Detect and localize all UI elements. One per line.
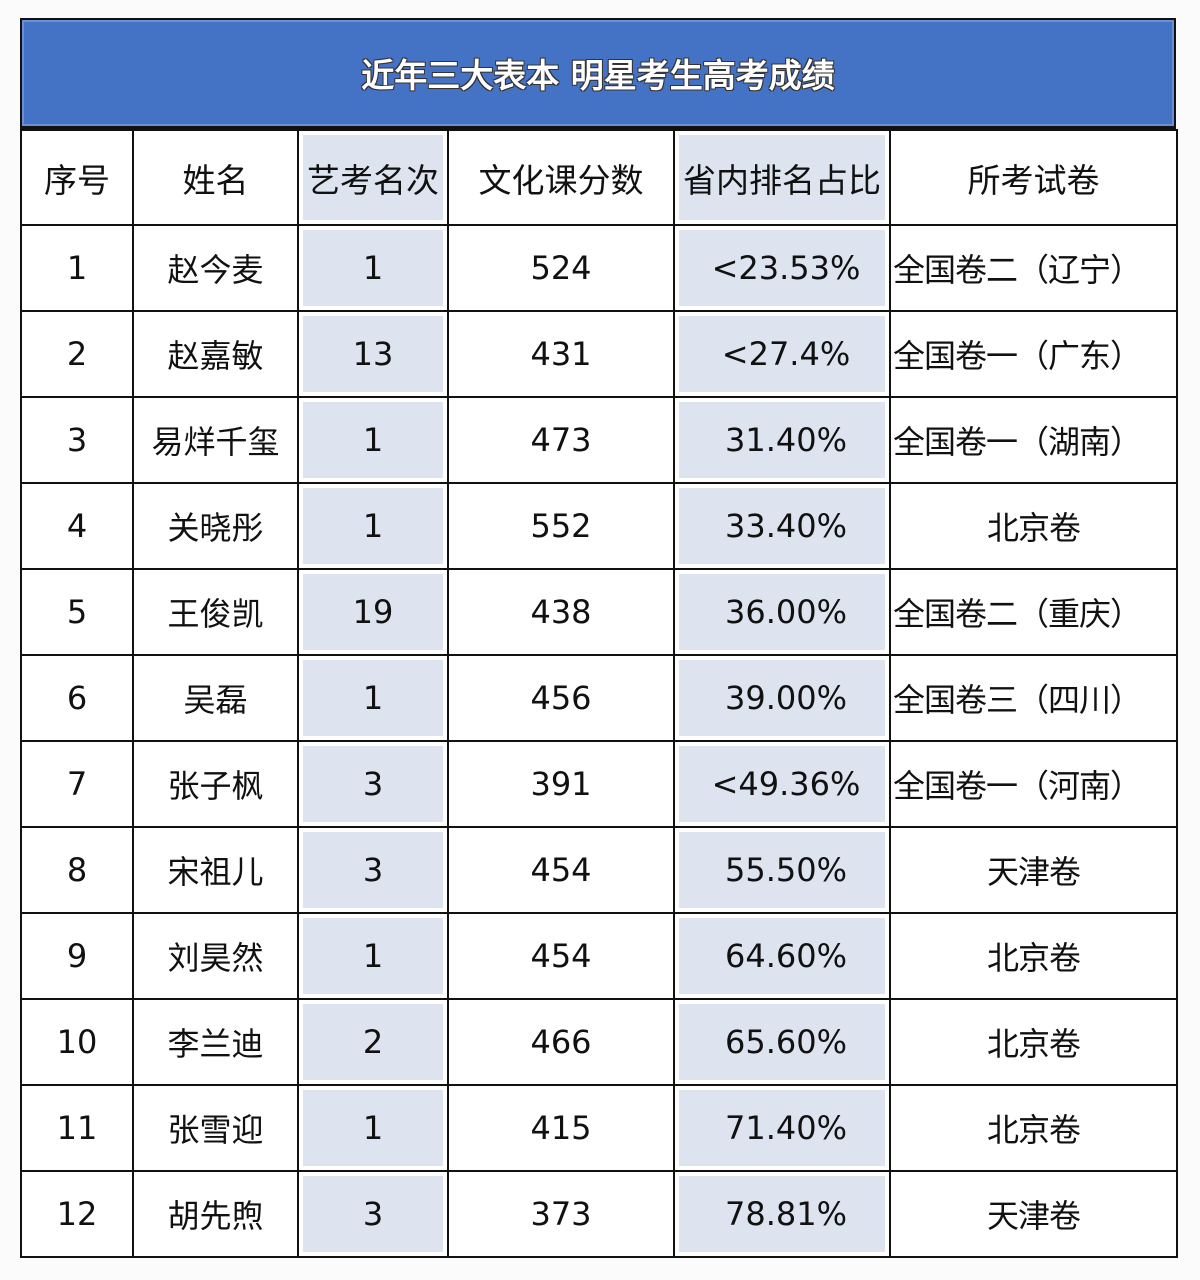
cell-index: 11	[20, 1084, 134, 1172]
cell-art-rank: 3	[297, 740, 449, 828]
cell-exam: 全国卷二（辽宁）	[889, 224, 1178, 312]
table-row: 8 宋祖儿 3 454 55.50% 天津卷	[20, 826, 1178, 914]
cell-index: 5	[20, 568, 134, 656]
score-table: 近年三大表本 明星考生高考成绩 序号 姓名 艺考名次 文化课分数 省内排名占比 …	[20, 18, 1178, 1258]
cell-exam: 北京卷	[889, 912, 1178, 1000]
cell-score: 438	[447, 568, 675, 656]
cell-index: 2	[20, 310, 134, 398]
cell-name: 吴磊	[132, 654, 299, 742]
cell-score: 454	[447, 826, 675, 914]
cell-province-pct: 78.81%	[673, 1170, 891, 1258]
cell-art-rank: 1	[297, 654, 449, 742]
cell-province-pct: 39.00%	[673, 654, 891, 742]
cell-exam: 天津卷	[889, 1170, 1178, 1258]
cell-art-rank: 3	[297, 1170, 449, 1258]
cell-index: 9	[20, 912, 134, 1000]
col-header-art-rank: 艺考名次	[297, 129, 449, 226]
cell-exam: 全国卷一（湖南）	[889, 396, 1178, 484]
table-row: 3 易烊千玺 1 473 31.40% 全国卷一（湖南）	[20, 396, 1178, 484]
cell-index: 3	[20, 396, 134, 484]
table-row: 10 李兰迪 2 466 65.60% 北京卷	[20, 998, 1178, 1086]
cell-province-pct: 71.40%	[673, 1084, 891, 1172]
table-title-bar: 近年三大表本 明星考生高考成绩	[20, 18, 1176, 129]
cell-name: 胡先煦	[132, 1170, 299, 1258]
cell-province-pct: <27.4%	[673, 310, 891, 398]
cell-score: 431	[447, 310, 675, 398]
cell-name: 赵今麦	[132, 224, 299, 312]
cell-art-rank: 13	[297, 310, 449, 398]
cell-art-rank: 19	[297, 568, 449, 656]
cell-exam: 全国卷一（河南）	[889, 740, 1178, 828]
cell-name: 刘昊然	[132, 912, 299, 1000]
cell-name: 关晓彤	[132, 482, 299, 570]
cell-art-rank: 3	[297, 826, 449, 914]
cell-index: 12	[20, 1170, 134, 1258]
cell-name: 宋祖儿	[132, 826, 299, 914]
table-row: 4 关晓彤 1 552 33.40% 北京卷	[20, 482, 1178, 570]
table-row: 12 胡先煦 3 373 78.81% 天津卷	[20, 1170, 1178, 1258]
table-title: 近年三大表本 明星考生高考成绩	[361, 56, 835, 95]
cell-index: 4	[20, 482, 134, 570]
cell-index: 6	[20, 654, 134, 742]
cell-art-rank: 1	[297, 912, 449, 1000]
table-row: 1 赵今麦 1 524 <23.53% 全国卷二（辽宁）	[20, 224, 1178, 312]
table-row: 11 张雪迎 1 415 71.40% 北京卷	[20, 1084, 1178, 1172]
cell-score: 391	[447, 740, 675, 828]
cell-index: 10	[20, 998, 134, 1086]
cell-exam: 全国卷三（四川）	[889, 654, 1178, 742]
cell-province-pct: 31.40%	[673, 396, 891, 484]
cell-exam: 全国卷二（重庆）	[889, 568, 1178, 656]
cell-index: 7	[20, 740, 134, 828]
cell-name: 王俊凯	[132, 568, 299, 656]
cell-index: 8	[20, 826, 134, 914]
cell-art-rank: 1	[297, 224, 449, 312]
cell-score: 415	[447, 1084, 675, 1172]
score-grid: 序号 姓名 艺考名次 文化课分数 省内排名占比 所考试卷 1 赵今麦 1 524…	[20, 129, 1178, 1258]
header-row: 序号 姓名 艺考名次 文化课分数 省内排名占比 所考试卷	[20, 129, 1178, 226]
cell-art-rank: 1	[297, 482, 449, 570]
cell-name: 易烊千玺	[132, 396, 299, 484]
cell-score: 456	[447, 654, 675, 742]
cell-name: 张子枫	[132, 740, 299, 828]
cell-province-pct: <49.36%	[673, 740, 891, 828]
cell-score: 473	[447, 396, 675, 484]
cell-exam: 全国卷一（广东）	[889, 310, 1178, 398]
cell-name: 张雪迎	[132, 1084, 299, 1172]
cell-index: 1	[20, 224, 134, 312]
table-row: 7 张子枫 3 391 <49.36% 全国卷一（河南）	[20, 740, 1178, 828]
cell-name: 赵嘉敏	[132, 310, 299, 398]
cell-exam: 北京卷	[889, 482, 1178, 570]
cell-province-pct: 65.60%	[673, 998, 891, 1086]
cell-score: 524	[447, 224, 675, 312]
table-row: 9 刘昊然 1 454 64.60% 北京卷	[20, 912, 1178, 1000]
cell-province-pct: 36.00%	[673, 568, 891, 656]
col-header-exam: 所考试卷	[889, 129, 1178, 226]
cell-score: 466	[447, 998, 675, 1086]
cell-province-pct: 64.60%	[673, 912, 891, 1000]
cell-score: 552	[447, 482, 675, 570]
cell-art-rank: 1	[297, 396, 449, 484]
col-header-province-pct: 省内排名占比	[673, 129, 891, 226]
cell-score: 454	[447, 912, 675, 1000]
table-row: 2 赵嘉敏 13 431 <27.4% 全国卷一（广东）	[20, 310, 1178, 398]
cell-province-pct: 33.40%	[673, 482, 891, 570]
cell-province-pct: <23.53%	[673, 224, 891, 312]
cell-exam: 北京卷	[889, 1084, 1178, 1172]
col-header-index: 序号	[20, 129, 134, 226]
cell-art-rank: 1	[297, 1084, 449, 1172]
cell-exam: 北京卷	[889, 998, 1178, 1086]
col-header-name: 姓名	[132, 129, 299, 226]
cell-art-rank: 2	[297, 998, 449, 1086]
cell-score: 373	[447, 1170, 675, 1258]
col-header-score: 文化课分数	[447, 129, 675, 226]
table-row: 6 吴磊 1 456 39.00% 全国卷三（四川）	[20, 654, 1178, 742]
cell-province-pct: 55.50%	[673, 826, 891, 914]
table-row: 5 王俊凯 19 438 36.00% 全国卷二（重庆）	[20, 568, 1178, 656]
cell-name: 李兰迪	[132, 998, 299, 1086]
cell-exam: 天津卷	[889, 826, 1178, 914]
